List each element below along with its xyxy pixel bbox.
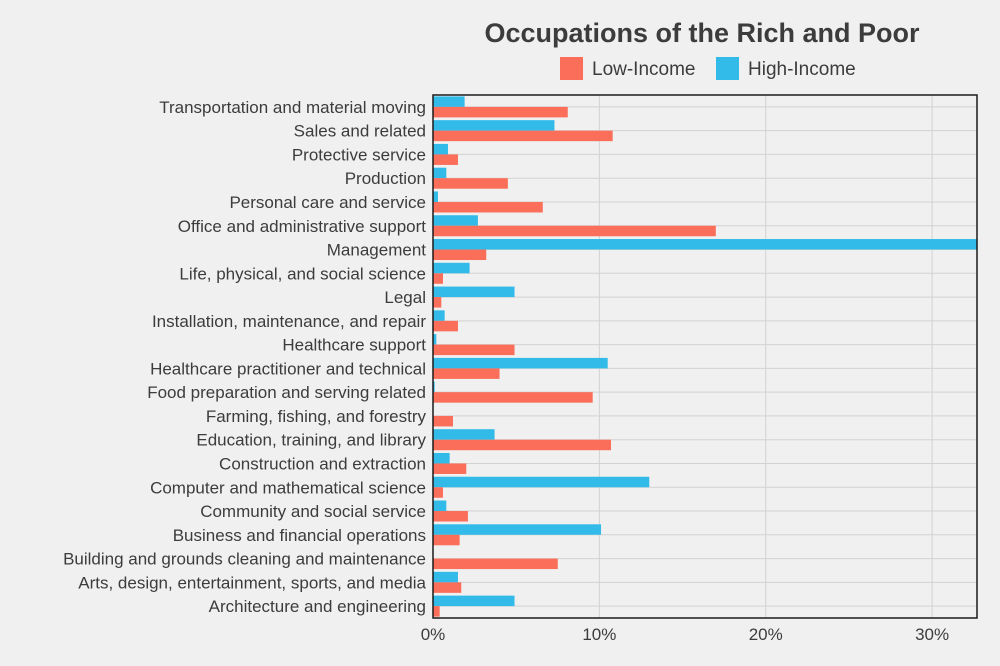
bar-low-income — [433, 558, 558, 570]
category-label: Legal — [384, 288, 426, 307]
bar-high-income — [433, 524, 602, 535]
category-label: Construction and extraction — [219, 454, 426, 473]
plot-frame — [432, 94, 978, 619]
category-label: Farming, fishing, and forestry — [206, 407, 427, 426]
bar-low-income — [433, 320, 458, 332]
bar-high-income — [433, 357, 608, 369]
bar-high-income — [433, 262, 470, 274]
category-labels: Transportation and material moving Sales … — [63, 98, 426, 616]
bar-high-income — [433, 452, 450, 464]
bar-high-income — [433, 143, 448, 155]
bar-low-income — [433, 225, 716, 237]
category-label: Architecture and engineering — [209, 597, 426, 616]
bars — [433, 96, 977, 617]
bar-low-income — [433, 606, 440, 617]
bar-low-income — [433, 130, 613, 142]
bar-high-income — [433, 310, 445, 321]
x-tick-label: 10% — [582, 625, 616, 644]
category-label: Arts, design, entertainment, sports, and… — [78, 573, 426, 592]
category-label: Community and social service — [200, 502, 426, 521]
category-label: Healthcare practitioner and technical — [150, 359, 426, 378]
x-tick-label: 0% — [421, 625, 446, 644]
category-label: Office and administrative support — [178, 217, 426, 236]
bar-low-income — [433, 344, 515, 356]
bar-low-income — [433, 392, 593, 403]
category-label: Computer and mathematical science — [150, 478, 426, 497]
bar-low-income — [433, 297, 442, 308]
legend: Low-Income High-Income — [560, 57, 856, 80]
category-label: Transportation and material moving — [159, 98, 426, 117]
bar-high-income — [433, 167, 447, 179]
bar-high-income — [433, 500, 447, 512]
category-label: Installation, maintenance, and repair — [152, 312, 426, 331]
category-label: Education, training, and library — [196, 431, 426, 450]
x-tick-label: 20% — [749, 625, 783, 644]
bar-high-income — [433, 120, 555, 131]
bar-low-income — [433, 463, 467, 474]
bar-high-income — [433, 191, 438, 202]
category-label: Management — [327, 241, 427, 260]
chart-title: Occupations of the Rich and Poor — [484, 18, 920, 48]
bar-low-income — [433, 273, 443, 284]
bar-low-income — [433, 249, 487, 261]
category-label: Building and grounds cleaning and mainte… — [63, 550, 426, 569]
legend-swatch-low-income — [560, 57, 583, 80]
bar-high-income — [433, 381, 435, 393]
bar-high-income — [433, 96, 465, 107]
bar-high-income — [433, 571, 458, 583]
x-tick-label: 30% — [915, 625, 949, 644]
bar-low-income — [433, 368, 500, 379]
gridlines — [432, 95, 977, 618]
bar-high-income — [433, 595, 515, 607]
bar-high-income — [433, 215, 478, 226]
legend-swatch-high-income — [716, 57, 739, 80]
category-label: Business and financial operations — [173, 526, 426, 545]
bar-low-income — [433, 154, 458, 165]
x-tick-labels: 0% 10% 20% 30% — [421, 625, 949, 644]
category-label: Protective service — [292, 145, 426, 164]
category-label: Production — [345, 169, 426, 188]
bar-high-income — [433, 286, 515, 298]
bar-low-income — [433, 106, 568, 118]
category-label: Life, physical, and social science — [179, 264, 426, 283]
bar-high-income — [433, 334, 437, 345]
bar-low-income — [433, 511, 468, 522]
category-label: Healthcare support — [282, 336, 426, 355]
bar-low-income — [433, 534, 460, 546]
category-label: Food preparation and serving related — [147, 383, 426, 402]
category-label: Sales and related — [294, 122, 426, 141]
legend-label-high-income: High-Income — [748, 59, 856, 80]
bar-low-income — [433, 415, 453, 427]
bar-low-income — [433, 178, 508, 189]
bar-low-income — [433, 487, 443, 498]
bar-low-income — [433, 439, 612, 451]
category-label: Personal care and service — [229, 193, 426, 212]
bar-high-income — [433, 239, 977, 250]
bar-low-income — [433, 201, 543, 213]
bar-low-income — [433, 582, 462, 593]
bar-high-income — [433, 476, 650, 488]
bar-high-income — [433, 429, 495, 440]
legend-label-low-income: Low-Income — [592, 59, 696, 80]
